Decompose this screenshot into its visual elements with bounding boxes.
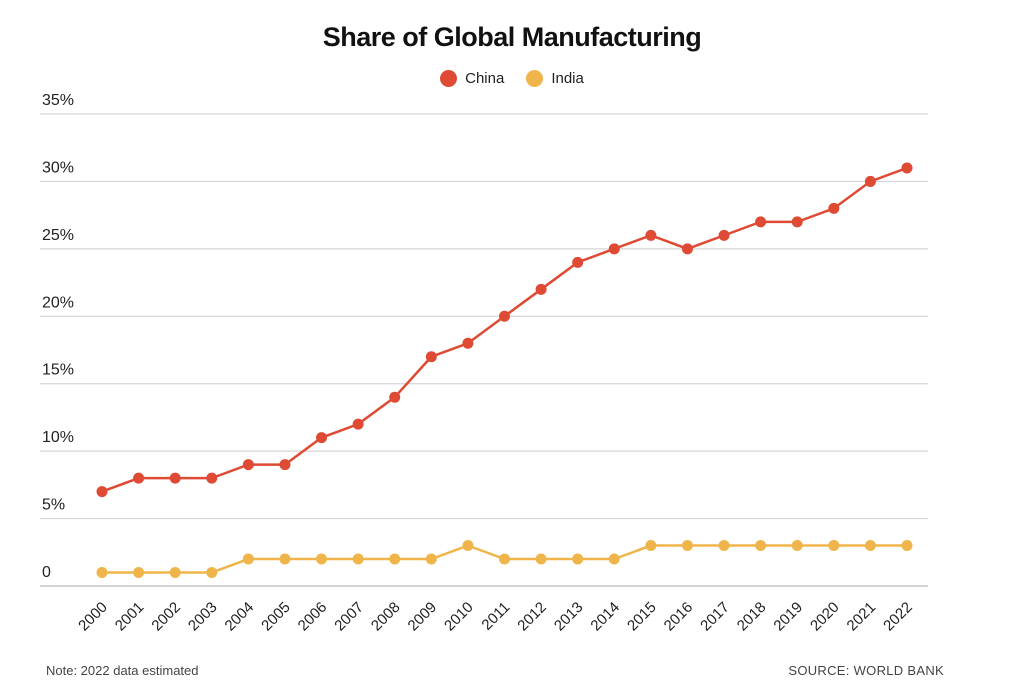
legend-marker-india xyxy=(526,70,544,87)
data-point-india xyxy=(96,567,108,579)
data-point-india xyxy=(242,553,254,565)
x-tick-label: 2015 xyxy=(624,599,660,635)
data-point-china xyxy=(828,202,840,214)
data-point-china xyxy=(242,459,254,471)
data-point-china xyxy=(425,351,437,363)
legend: China India xyxy=(0,70,1024,87)
data-point-china xyxy=(352,418,364,430)
data-point-india xyxy=(279,553,291,565)
chart-source: SOURCE: WORLD BANK xyxy=(788,663,944,678)
data-point-china xyxy=(499,310,510,322)
legend-item-india: India xyxy=(526,70,584,87)
data-point-india xyxy=(681,540,693,552)
data-point-china xyxy=(169,472,181,484)
data-point-india xyxy=(901,540,913,552)
data-point-china xyxy=(133,472,145,484)
data-point-china xyxy=(681,243,693,255)
x-tick-label: 2017 xyxy=(697,599,733,635)
y-tick-label: 15% xyxy=(42,362,74,379)
x-tick-label: 2014 xyxy=(587,599,623,635)
data-point-china xyxy=(96,486,108,498)
legend-marker-china xyxy=(440,70,458,87)
data-point-china xyxy=(791,216,803,228)
chart-note: Note: 2022 data estimated xyxy=(46,663,199,678)
data-point-india xyxy=(389,553,401,565)
data-point-india xyxy=(828,540,840,552)
x-tick-label: 2020 xyxy=(807,599,843,635)
x-tick-label: 2022 xyxy=(880,599,916,635)
data-point-india xyxy=(791,540,803,552)
data-point-india xyxy=(462,540,474,552)
data-point-india xyxy=(864,540,876,552)
data-point-india xyxy=(718,540,730,552)
x-tick-label: 2000 xyxy=(75,599,111,635)
data-point-india xyxy=(535,553,547,565)
y-tick-label: 10% xyxy=(42,429,74,446)
x-tick-label: 2007 xyxy=(331,599,367,635)
y-tick-label: 20% xyxy=(42,294,74,311)
data-point-china xyxy=(316,432,328,444)
x-tick-label: 2011 xyxy=(478,599,513,634)
x-tick-label: 2012 xyxy=(514,599,550,635)
x-tick-label: 2006 xyxy=(295,599,331,635)
data-point-china xyxy=(206,472,218,484)
x-tick-label: 2009 xyxy=(405,599,441,635)
y-tick-label: 30% xyxy=(42,159,74,176)
x-tick-label: 2018 xyxy=(734,599,770,635)
data-point-china xyxy=(462,337,474,349)
data-point-india xyxy=(316,553,328,565)
chart-title: Share of Global Manufacturing xyxy=(322,22,702,52)
data-point-india xyxy=(645,540,657,552)
data-point-india xyxy=(352,553,364,565)
y-tick-label: 25% xyxy=(42,227,74,244)
x-tick-label: 2010 xyxy=(441,599,477,635)
x-tick-label: 2021 xyxy=(844,599,880,635)
series-line-china xyxy=(101,166,908,493)
x-tick-label: 2004 xyxy=(222,599,258,635)
x-tick-label: 2005 xyxy=(258,599,294,635)
legend-label-china: China xyxy=(465,70,505,87)
legend-item-china: China xyxy=(440,70,504,87)
x-tick-label: 2008 xyxy=(368,599,404,635)
x-tick-label: 2016 xyxy=(661,599,697,635)
x-tick-label: 2019 xyxy=(770,599,806,635)
data-point-india xyxy=(169,567,181,579)
data-point-india xyxy=(425,553,437,565)
x-tick-label: 2003 xyxy=(185,599,221,635)
data-point-india xyxy=(608,553,620,565)
y-tick-label: 5% xyxy=(42,497,65,514)
data-point-india xyxy=(572,553,584,565)
data-point-india xyxy=(755,540,767,552)
data-point-china xyxy=(755,216,767,228)
data-point-china xyxy=(718,229,730,241)
data-point-india xyxy=(206,567,218,579)
data-point-china xyxy=(864,175,876,187)
x-tick-label: 2013 xyxy=(551,599,587,635)
y-tick-label: 0 xyxy=(42,564,51,581)
legend-label-india: India xyxy=(551,70,584,87)
data-point-india xyxy=(499,553,510,565)
data-point-china xyxy=(389,391,401,403)
x-tick-label: 2001 xyxy=(112,599,148,635)
y-tick-label: 35% xyxy=(42,92,74,109)
data-point-china xyxy=(572,256,584,268)
data-point-china xyxy=(535,283,547,295)
x-tick-label: 2002 xyxy=(148,599,184,635)
data-point-china xyxy=(608,243,620,255)
data-point-india xyxy=(133,567,145,579)
data-point-china xyxy=(901,162,913,174)
data-point-china xyxy=(279,459,291,471)
data-point-china xyxy=(645,229,657,241)
